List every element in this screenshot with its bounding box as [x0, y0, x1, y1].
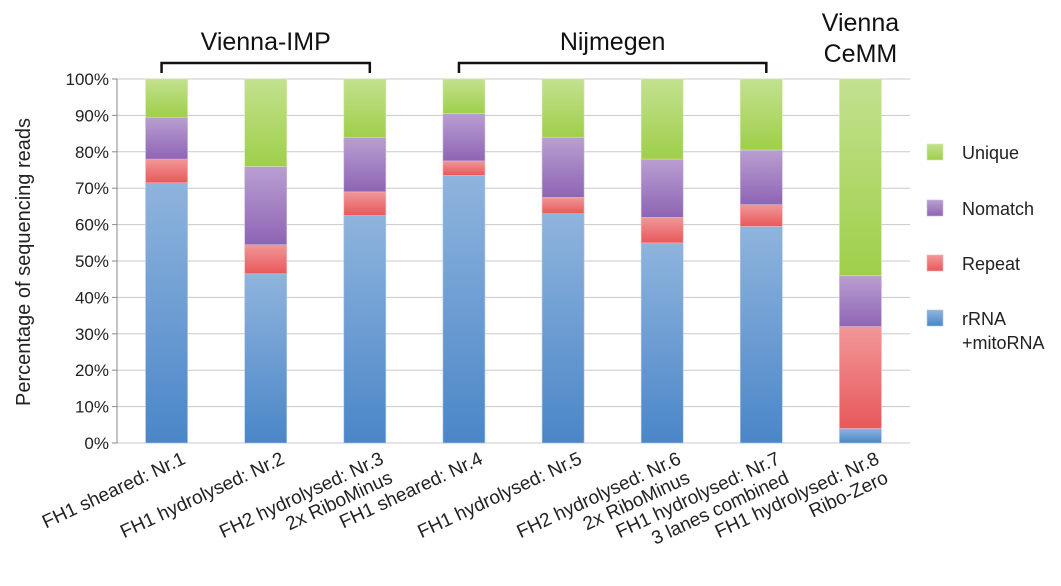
bar-segment: Nomatch: 16.5% [541, 136, 585, 198]
bar-segment: Nomatch: 15% [343, 136, 387, 193]
y-tick-label: 30% [75, 325, 109, 344]
bar-segment: Repeat: 6% [740, 204, 783, 227]
y-tick-label: 40% [75, 288, 109, 307]
bar-segment: Unique: 54% [839, 78, 882, 276]
y-tick-label: 80% [75, 143, 109, 162]
group-bracket [160, 61, 372, 73]
bar-segment: Unique: 24% [244, 78, 287, 167]
bar-segment: Unique: 9.5% [442, 78, 486, 114]
legend-label: rRNA +mitoRNA [962, 309, 1045, 353]
x-tick-label: FH1 hydrolysed: Nr.2 [117, 448, 288, 542]
bar-segment: rRNA +mitoRNA: 59.5% [740, 226, 783, 444]
bar-segment: rRNA +mitoRNA: 46.5% [244, 273, 287, 444]
legend-swatch [926, 309, 944, 327]
legend: Unique Nomatch Repeat rRNA +mitoRNA [926, 143, 1045, 353]
group-brackets: Vienna-IMP Nijmegen Vienna CeMM [160, 9, 899, 73]
grid-lines [117, 78, 910, 444]
bar-segment: Unique: 16% [541, 78, 585, 138]
group-label: Nijmegen [560, 28, 666, 56]
y-tick-label: 60% [75, 216, 109, 235]
bar-segment: Repeat: 6.5% [145, 158, 188, 184]
bar-segment: rRNA +mitoRNA: 63% [541, 213, 585, 444]
bars: rRNA +mitoRNA: 71.5%Repeat: 6.5%Nomatch:… [145, 78, 882, 444]
bar-segment: Nomatch: 16% [640, 158, 684, 218]
legend-label: Repeat [962, 254, 1020, 274]
group-bracket [457, 61, 768, 73]
y-axis: 0% 10% 20% 30% 40% 50% 60% 70% 80% 90% 100% [66, 70, 118, 453]
y-tick-label: 20% [75, 361, 109, 380]
bar-segment: rRNA +mitoRNA: 62.5% [343, 215, 387, 444]
bar-segment: Repeat: 8% [244, 244, 287, 275]
y-tick-label: 50% [75, 252, 109, 271]
y-axis-title: Percentage of sequencing reads [13, 118, 35, 406]
legend-label: Nomatch [962, 199, 1034, 219]
bar-segment: rRNA +mitoRNA: 73.5% [442, 175, 486, 444]
legend-swatch [926, 143, 944, 161]
group-label: Vienna-IMP [201, 28, 331, 56]
y-tick-label: 0% [84, 434, 109, 453]
y-tick-label: 90% [75, 106, 109, 125]
bar-segment: Repeat: 6.5% [343, 191, 387, 216]
bar-segment: rRNA +mitoRNA: 4% [839, 428, 882, 444]
bar-segment: Unique: 10.5% [145, 78, 188, 118]
bar-segment: Nomatch: 21.5% [244, 166, 287, 245]
bar-segment: Unique: 19.5% [740, 78, 783, 151]
y-tick-label: 10% [75, 398, 109, 417]
y-tick-label: 70% [75, 179, 109, 198]
group-label: Vienna CeMM [822, 9, 899, 68]
legend-swatch [926, 199, 944, 217]
bar-segment: Nomatch: 13% [442, 113, 486, 162]
bar-segment: Repeat: 4.5% [541, 197, 585, 214]
bar-segment: Nomatch: 15% [740, 149, 783, 205]
bar-segment: Nomatch: 14% [839, 275, 882, 327]
bar-segment: Repeat: 4% [442, 160, 486, 176]
x-tick-label: FH1 hydrolysed: Nr.5 [415, 448, 586, 542]
bar-segment: Repeat: 7% [640, 217, 684, 244]
bar-segment: Unique: 22% [640, 78, 684, 160]
legend-swatch [926, 254, 944, 272]
legend-label: Unique [962, 143, 1019, 163]
bar-segment: Unique: 16% [343, 78, 387, 138]
y-tick-label: 100% [66, 70, 109, 89]
bar-segment: rRNA +mitoRNA: 71.5% [145, 182, 188, 444]
bar-segment: rRNA +mitoRNA: 55% [640, 242, 684, 444]
bar-segment: Nomatch: 11.5% [145, 116, 188, 160]
bar-segment: Repeat: 28% [839, 326, 882, 429]
